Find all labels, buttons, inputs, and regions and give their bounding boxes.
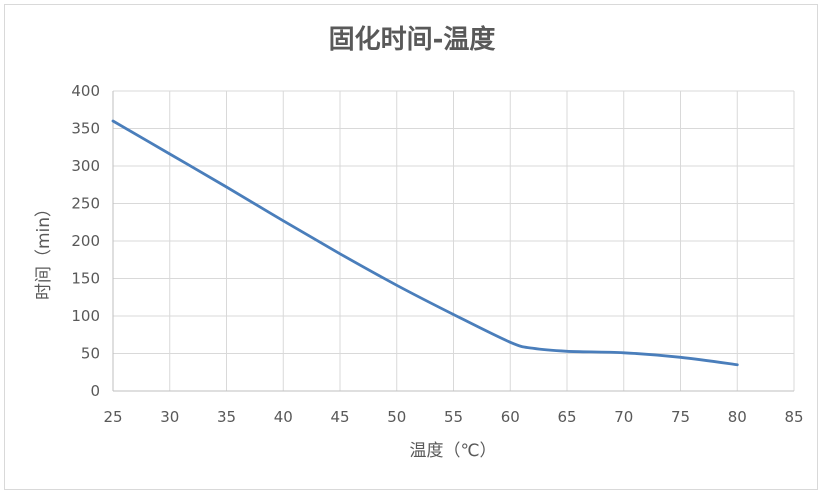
- y-tick-label: 0: [90, 382, 100, 400]
- x-tick-label: 25: [103, 408, 122, 426]
- y-tick-label: 50: [81, 345, 100, 363]
- y-tick-label: 200: [71, 232, 100, 250]
- y-tick-labels: 0 50 100 150 200 250 300 350 400: [71, 82, 100, 400]
- y-tick-label: 400: [71, 82, 100, 100]
- gridlines: [113, 90, 795, 391]
- x-tick-label: 40: [274, 408, 293, 426]
- chart-frame: [4, 4, 818, 490]
- x-tick-label: 50: [387, 408, 406, 426]
- y-tick-label: 300: [71, 157, 100, 175]
- x-tick-label: 30: [160, 408, 179, 426]
- axes: [112, 91, 794, 392]
- x-tick-labels: 25 30 35 40 45 50 55 60 65 70 75 80 85: [103, 408, 803, 426]
- x-tick-label: 80: [728, 408, 747, 426]
- y-tick-label: 150: [71, 270, 100, 288]
- y-axis-label: 时间（min）: [34, 200, 54, 300]
- x-tick-label: 70: [614, 408, 633, 426]
- y-tick-label: 350: [71, 120, 100, 138]
- y-tick-label: 100: [71, 307, 100, 325]
- x-tick-label: 45: [330, 408, 349, 426]
- y-tick-label: 250: [71, 195, 100, 213]
- x-tick-label: 35: [217, 408, 236, 426]
- x-axis-label: 温度（℃）: [409, 441, 496, 461]
- series-group: [111, 119, 739, 367]
- x-tick-label: 75: [671, 408, 690, 426]
- series-line: [111, 119, 739, 367]
- x-tick-label: 65: [557, 408, 576, 426]
- x-tick-label: 55: [444, 408, 463, 426]
- x-tick-label: 85: [784, 408, 803, 426]
- chart-title: 固化时间-温度: [329, 24, 496, 55]
- x-tick-label: 60: [501, 408, 520, 426]
